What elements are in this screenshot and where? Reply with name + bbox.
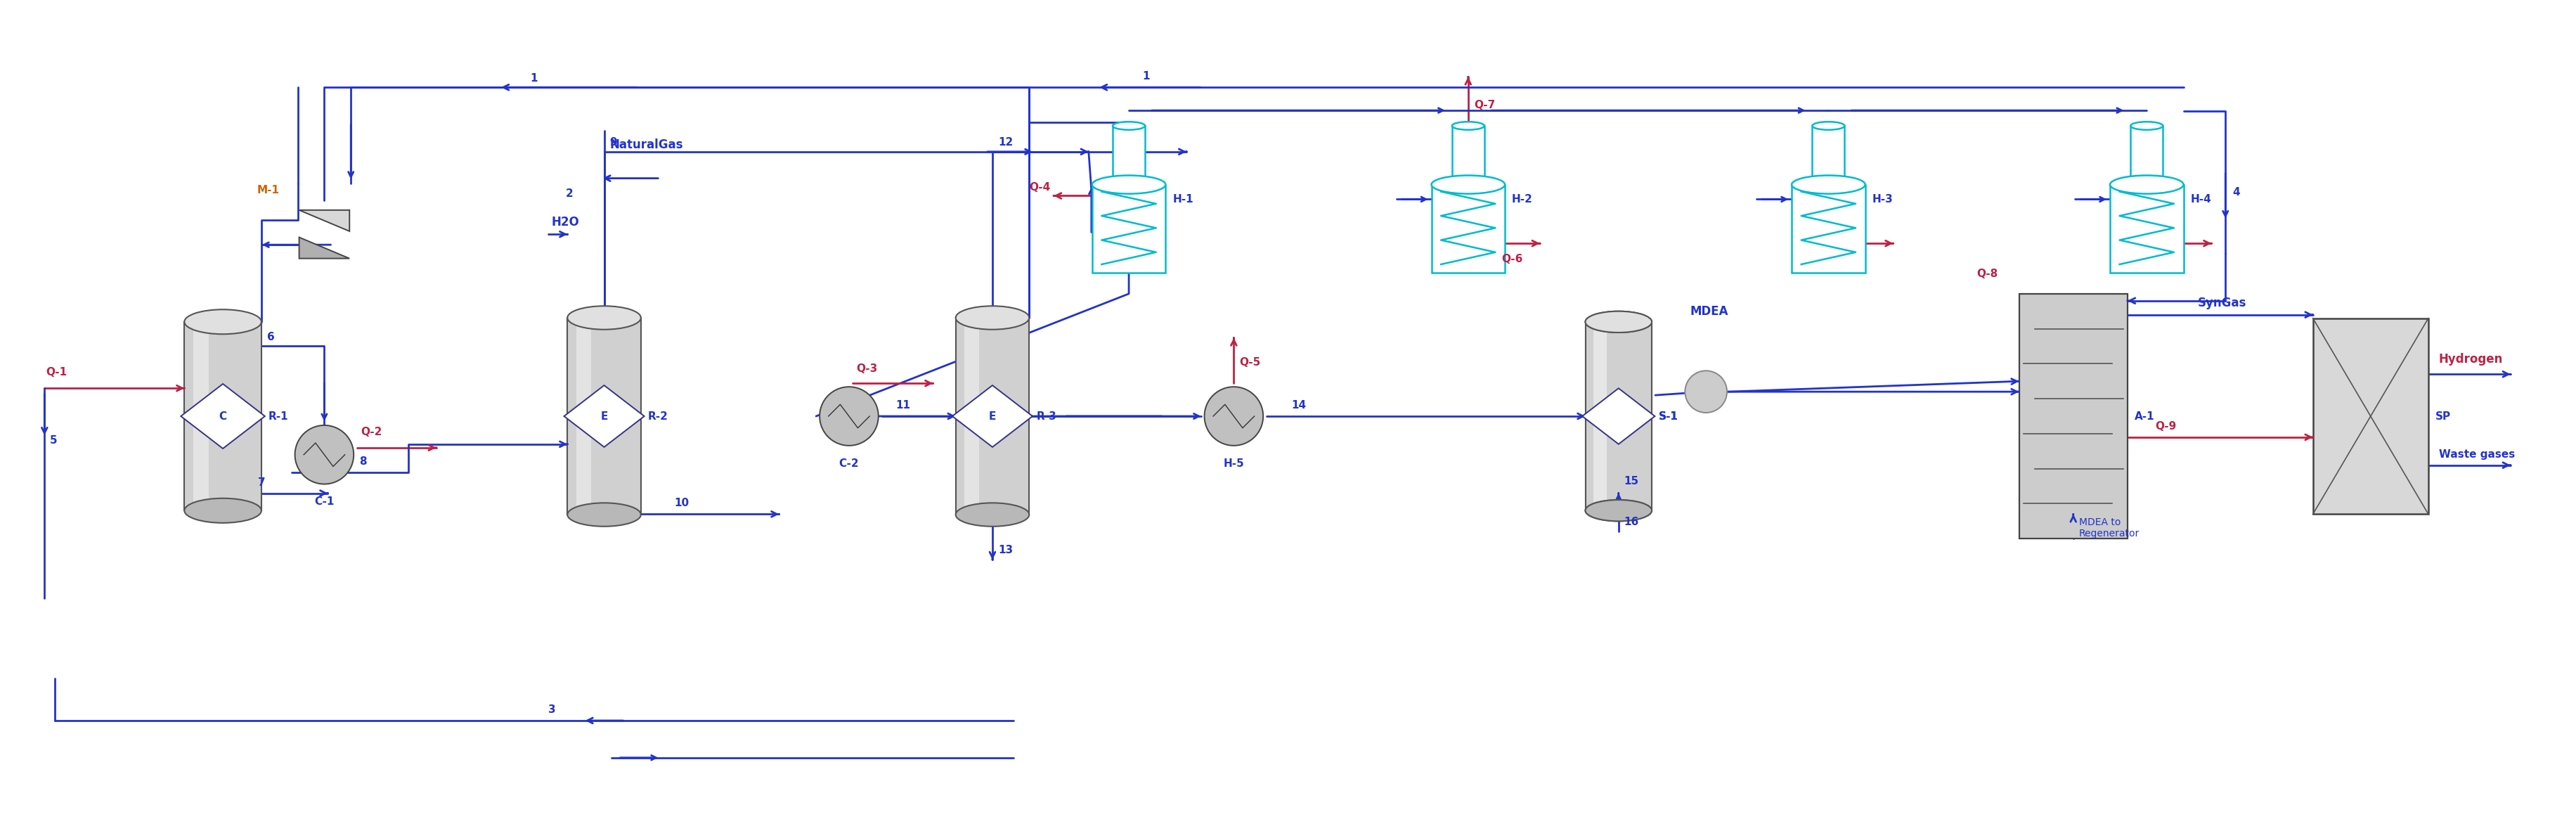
Text: Q-6: Q-6 (1502, 254, 1522, 265)
Text: 16: 16 (1623, 517, 1638, 527)
Bar (1592, 322, 1607, 510)
Text: A-1: A-1 (2133, 411, 2154, 422)
Text: 5: 5 (49, 436, 57, 446)
Bar (1113, 126, 1144, 184)
Ellipse shape (1113, 122, 1144, 130)
Text: 11: 11 (896, 400, 909, 411)
Circle shape (294, 426, 353, 484)
Polygon shape (299, 210, 350, 231)
Text: S-1: S-1 (1659, 411, 1677, 422)
Text: E: E (600, 411, 608, 422)
Bar (577, 318, 590, 515)
Circle shape (1203, 387, 1262, 446)
Ellipse shape (185, 309, 260, 334)
Ellipse shape (2130, 122, 2161, 130)
Circle shape (1685, 370, 1726, 412)
Ellipse shape (567, 503, 641, 526)
Bar (185, 322, 260, 510)
Ellipse shape (1584, 311, 1651, 333)
Text: 14: 14 (1291, 400, 1306, 411)
Text: H-5: H-5 (1224, 458, 1244, 468)
Text: H-3: H-3 (1873, 194, 1893, 204)
Polygon shape (299, 237, 350, 258)
Text: MDEA to
Regenerator: MDEA to Regenerator (2079, 518, 2138, 539)
Circle shape (819, 387, 878, 446)
Text: SynGas: SynGas (2197, 297, 2246, 309)
Text: NaturalGas: NaturalGas (611, 138, 683, 151)
Bar (963, 318, 979, 515)
Polygon shape (564, 385, 644, 447)
Bar (2313, 318, 2427, 515)
Text: 4: 4 (2231, 187, 2239, 198)
Ellipse shape (1453, 122, 1484, 130)
Text: Q-1: Q-1 (46, 367, 67, 378)
Text: M-1: M-1 (258, 185, 281, 196)
Bar (1432, 184, 1504, 272)
Bar (956, 318, 1028, 515)
Text: R-2: R-2 (647, 411, 667, 422)
Text: Q-4: Q-4 (1028, 182, 1051, 192)
Text: Q-3: Q-3 (855, 364, 876, 375)
Bar (1584, 322, 1651, 510)
Bar (2110, 184, 2182, 272)
Polygon shape (953, 385, 1033, 447)
Text: Q-8: Q-8 (1976, 268, 1996, 279)
Ellipse shape (1432, 175, 1504, 194)
Text: 7: 7 (258, 477, 265, 488)
Ellipse shape (185, 499, 260, 523)
Text: SP: SP (2434, 411, 2450, 422)
Text: Q-5: Q-5 (1239, 357, 1260, 368)
Ellipse shape (956, 503, 1028, 526)
Text: R-3: R-3 (1036, 411, 1056, 422)
Text: H-1: H-1 (1172, 194, 1193, 204)
Text: C-2: C-2 (840, 458, 858, 468)
Text: C: C (219, 411, 227, 422)
Text: 12: 12 (997, 137, 1012, 147)
Text: H-4: H-4 (2190, 194, 2210, 204)
Bar (1584, 322, 1651, 510)
Text: 6: 6 (268, 332, 276, 342)
Bar (1592, 322, 1607, 510)
Text: Q-2: Q-2 (361, 427, 381, 437)
Text: 10: 10 (675, 498, 688, 509)
Text: H-2: H-2 (1512, 194, 1533, 204)
Text: 13: 13 (997, 545, 1012, 556)
Ellipse shape (1811, 122, 1844, 130)
Bar (2130, 126, 2161, 184)
Ellipse shape (1584, 500, 1651, 521)
Bar (1790, 184, 1865, 272)
Ellipse shape (956, 306, 1028, 329)
Text: 1: 1 (1141, 71, 1149, 82)
Text: Q-7: Q-7 (1473, 100, 1494, 110)
Text: R-1: R-1 (268, 411, 289, 422)
Ellipse shape (1584, 311, 1651, 333)
Bar (1092, 184, 1164, 272)
Text: Waste gases: Waste gases (2437, 449, 2514, 459)
Text: Hydrogen: Hydrogen (2437, 353, 2501, 366)
Text: 2: 2 (564, 188, 572, 199)
Ellipse shape (1584, 500, 1651, 521)
Polygon shape (180, 384, 265, 448)
Ellipse shape (1790, 175, 1865, 194)
Bar (1453, 126, 1484, 184)
Ellipse shape (567, 306, 641, 329)
Text: H2O: H2O (551, 216, 580, 229)
Text: 8: 8 (358, 456, 366, 467)
Text: 1: 1 (531, 73, 538, 84)
Bar (193, 322, 209, 510)
Text: E: E (989, 411, 997, 422)
Text: 3: 3 (549, 705, 556, 715)
Ellipse shape (2110, 175, 2182, 194)
Polygon shape (1582, 388, 1654, 444)
Text: C-1: C-1 (314, 497, 335, 507)
Text: Q-9: Q-9 (2156, 421, 2177, 432)
Bar (1811, 126, 1844, 184)
Bar (2020, 294, 2128, 539)
Ellipse shape (1092, 175, 1164, 194)
Bar (567, 318, 641, 515)
Text: 15: 15 (1623, 476, 1638, 486)
Text: MDEA: MDEA (1690, 305, 1728, 318)
Text: 9: 9 (611, 137, 618, 147)
Text: S-1: S-1 (1659, 411, 1677, 422)
